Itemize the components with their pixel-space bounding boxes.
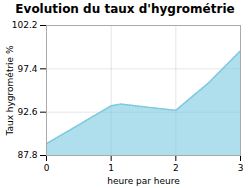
svg-text:3: 3	[238, 163, 244, 173]
svg-text:92.6: 92.6	[17, 107, 37, 117]
svg-text:87.8: 87.8	[17, 150, 37, 160]
svg-text:0: 0	[44, 163, 50, 173]
svg-text:heure par heure: heure par heure	[107, 176, 180, 186]
svg-text:1: 1	[108, 163, 114, 173]
svg-text:97.4: 97.4	[17, 64, 37, 74]
svg-text:102.2: 102.2	[12, 20, 38, 30]
svg-text:Taux hygrométrie %: Taux hygrométrie %	[5, 45, 15, 137]
svg-text:2: 2	[173, 163, 179, 173]
html-text:Evolution du taux d'hygrométri: Evolution du taux d'hygrométrie	[15, 2, 235, 16]
